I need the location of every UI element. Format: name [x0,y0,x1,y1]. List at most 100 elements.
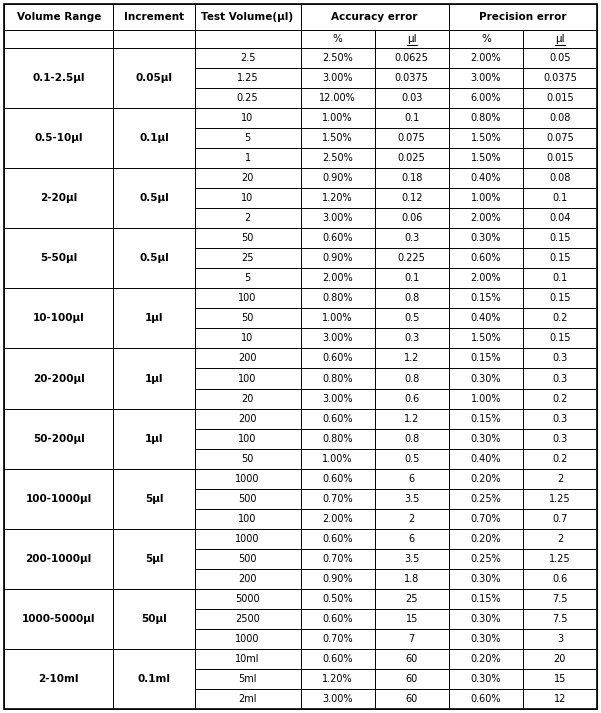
Bar [195,48,300,68]
Bar [449,108,523,128]
Text: 50μl: 50μl [141,614,167,624]
Bar [449,389,523,409]
Bar [449,508,523,529]
Bar [195,228,300,248]
Text: 0.60%: 0.60% [471,253,501,263]
Text: 0.1: 0.1 [552,193,567,203]
Text: 50: 50 [242,314,254,324]
Bar [195,508,300,529]
Text: 3.00%: 3.00% [322,73,353,83]
Bar [449,148,523,168]
Text: 5ml: 5ml [239,674,257,684]
Text: 6: 6 [409,534,415,544]
Text: 10: 10 [242,193,254,203]
Bar [523,589,597,609]
Bar [300,468,374,488]
Text: 0.03: 0.03 [401,93,423,103]
Bar [300,4,449,30]
Text: 1μl: 1μl [145,314,163,324]
Text: 0.8: 0.8 [404,293,419,303]
Text: 0.50%: 0.50% [322,594,353,604]
Bar [300,128,374,148]
Text: 0.5: 0.5 [404,314,419,324]
Bar [374,549,449,569]
Text: 0.15: 0.15 [549,293,571,303]
Text: 0.025: 0.025 [398,153,426,163]
Bar [449,448,523,468]
Text: 0.20%: 0.20% [471,654,501,664]
Bar [300,409,374,429]
Bar [449,569,523,589]
Bar [374,649,449,669]
Bar [4,349,114,409]
Text: 10: 10 [242,334,254,344]
Bar [300,529,374,549]
Text: 0.3: 0.3 [552,434,567,443]
Text: 6.00%: 6.00% [471,93,501,103]
Text: 2ml: 2ml [239,694,257,704]
Text: 0.15%: 0.15% [471,354,501,364]
Bar [523,448,597,468]
Text: 0.2: 0.2 [552,453,567,463]
Text: 0.5μl: 0.5μl [139,193,169,203]
Bar [195,148,300,168]
Text: 15: 15 [406,614,418,624]
Bar [195,689,300,709]
Text: 1.25: 1.25 [549,554,571,564]
Bar [4,409,114,468]
Bar [523,128,597,148]
Text: 2: 2 [557,534,563,544]
Bar [195,30,300,48]
Bar [300,108,374,128]
Text: 2.50%: 2.50% [322,53,353,63]
Text: 200: 200 [239,354,257,364]
Bar [300,669,374,689]
Text: 2.00%: 2.00% [322,273,353,283]
Text: 1.00%: 1.00% [322,113,353,123]
Text: 12.00%: 12.00% [319,93,356,103]
Bar [300,268,374,288]
Bar [114,48,195,108]
Text: 0.40%: 0.40% [471,453,501,463]
Bar [523,208,597,228]
Bar [523,429,597,448]
Bar [374,228,449,248]
Bar [300,589,374,609]
Bar [449,369,523,389]
Text: Increment: Increment [124,12,184,22]
Text: 15: 15 [554,674,566,684]
Bar [195,669,300,689]
Text: 0.60%: 0.60% [322,614,353,624]
Text: 3.5: 3.5 [404,554,419,564]
Text: 0.12: 0.12 [401,193,423,203]
Text: 0.30%: 0.30% [471,233,501,243]
Text: 10ml: 10ml [236,654,260,664]
Bar [195,369,300,389]
Text: 60: 60 [406,694,418,704]
Text: 2500: 2500 [235,614,260,624]
Text: 2.50%: 2.50% [322,153,353,163]
Text: 0.30%: 0.30% [471,434,501,443]
Text: 1000: 1000 [236,534,260,544]
Text: 0.2: 0.2 [552,394,567,404]
Bar [374,429,449,448]
Bar [374,30,449,48]
Text: 1.00%: 1.00% [322,453,353,463]
Text: 5: 5 [245,273,251,283]
Bar [374,689,449,709]
Text: 0.0625: 0.0625 [395,53,429,63]
Text: 2.5: 2.5 [240,53,255,63]
Text: 0.5-10μl: 0.5-10μl [34,133,83,143]
Bar [449,208,523,228]
Text: 20-200μl: 20-200μl [33,374,85,384]
Bar [4,468,114,529]
Text: 100: 100 [239,293,257,303]
Text: 20: 20 [242,394,254,404]
Text: 0.80%: 0.80% [322,434,353,443]
Text: 1.25: 1.25 [237,73,258,83]
Text: 6: 6 [409,473,415,483]
Bar [374,669,449,689]
Bar [300,349,374,369]
Bar [523,529,597,549]
Text: 0.15: 0.15 [549,334,571,344]
